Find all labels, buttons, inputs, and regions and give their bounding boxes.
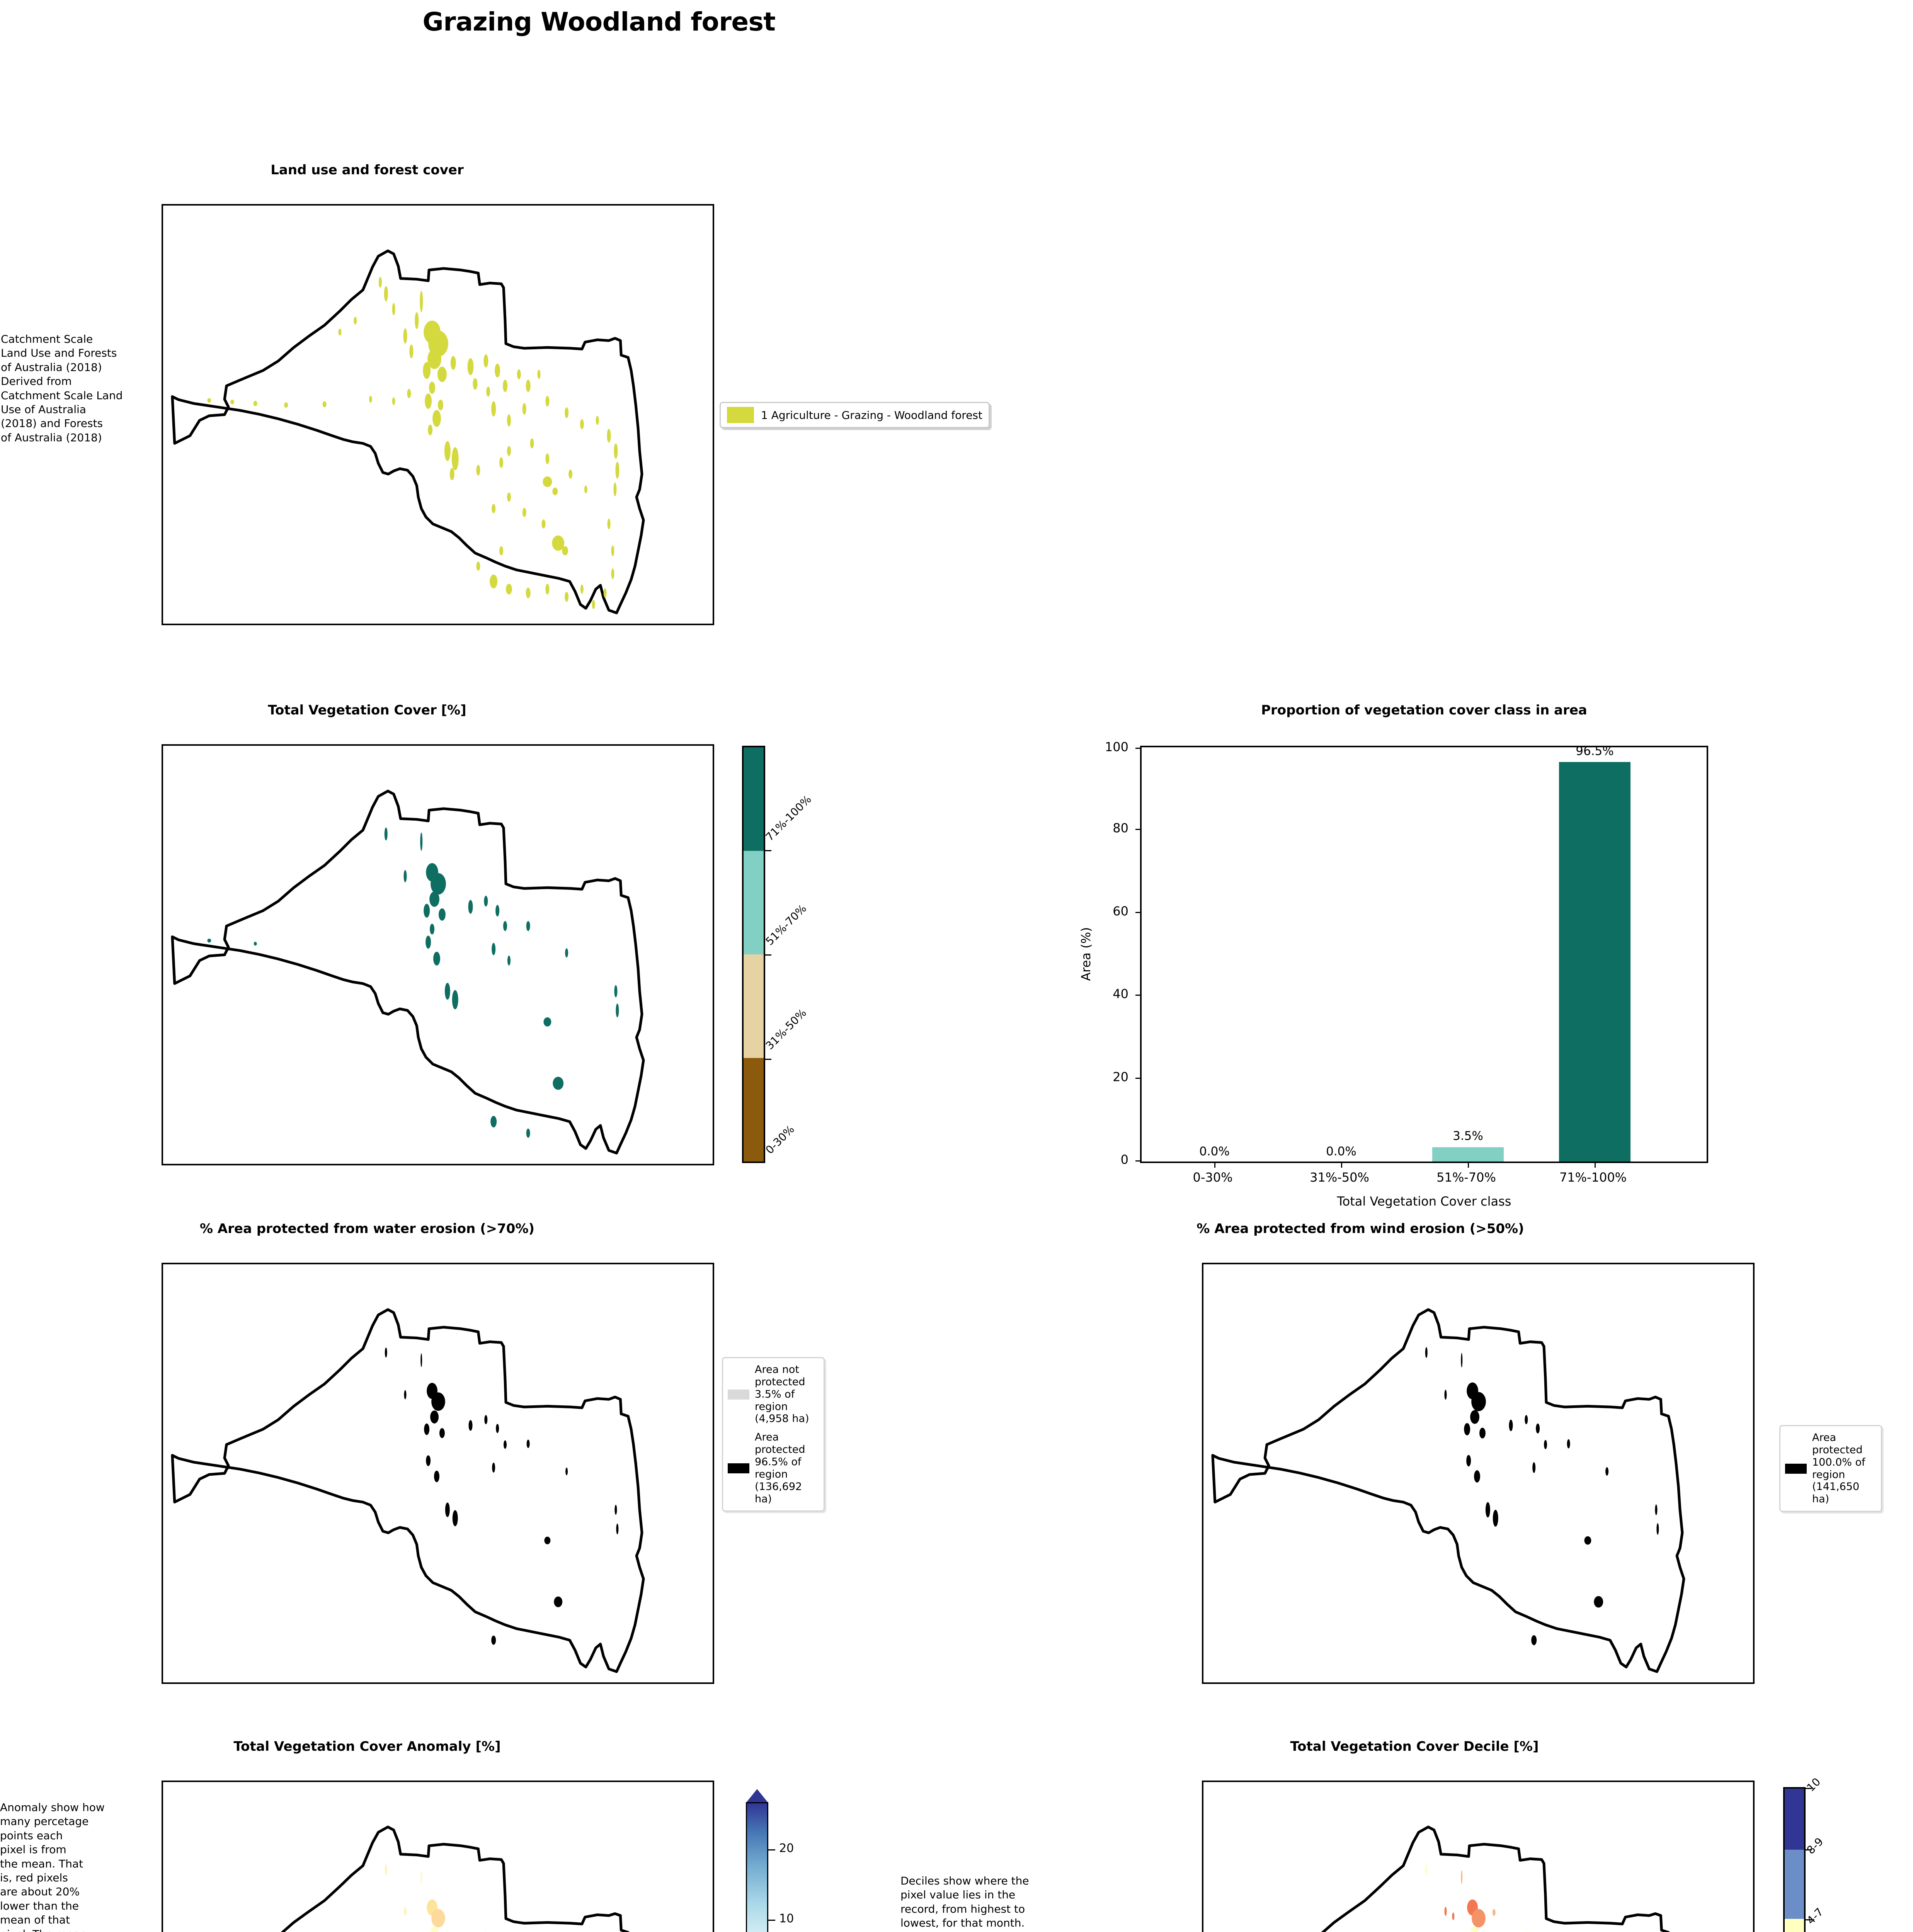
water-erosion-map[interactable] [162, 1263, 714, 1684]
decile-label-4-7: 4-7 [1804, 1905, 1826, 1927]
water-erosion-map-svg [171, 1308, 645, 1673]
wind-erosion-map-svg [1211, 1308, 1685, 1673]
barchart-x-axis-label: Total Vegetation Cover class [1337, 1194, 1511, 1209]
xtick-0 [1214, 1162, 1215, 1168]
xtick-label-71-100: 71%-100% [1559, 1170, 1627, 1185]
ytick-label-60: 60 [1113, 904, 1128, 918]
legend-row-protected-wind: Area protected 100.0% of region (141,650… [1785, 1432, 1876, 1505]
vegcover-cbar-tick-3 [765, 1059, 771, 1060]
bar-value-51-70: 3.5% [1453, 1129, 1483, 1143]
vegcover-map[interactable] [162, 744, 714, 1165]
legend-swatch-protected-wind [1785, 1463, 1807, 1474]
decile-colorbar [1783, 1787, 1806, 1932]
wind-erosion-map[interactable] [1202, 1263, 1755, 1684]
ytick-80 [1135, 829, 1142, 830]
anomaly-colorbar-cap [746, 1789, 768, 1803]
anomaly-map[interactable] [162, 1781, 714, 1932]
cbar-seg-51-70 [744, 851, 764, 954]
bar-value-71-100: 96.5% [1576, 744, 1614, 758]
legend-row-not-protected: Area not protected 3.5% of region (4,958… [728, 1364, 819, 1425]
anomaly-panel-title: Total Vegetation Cover Anomaly [%] [233, 1739, 501, 1754]
landuse-map-svg [171, 249, 645, 614]
vegcover-cbar-label-71-100: 71%-100% [763, 793, 814, 844]
anomaly-map-svg [281, 1825, 630, 1932]
ytick-label-40: 40 [1113, 986, 1128, 1001]
legend-label-protected: Area protected 96.5% of region (136,692 … [755, 1431, 805, 1505]
legend-row-protected: Area protected 96.5% of region (136,692 … [728, 1431, 819, 1505]
decile-label-8-9: 8-9 [1804, 1835, 1826, 1857]
vegcover-map-svg [171, 789, 645, 1155]
anomaly-tick-20 [768, 1849, 775, 1850]
vegcover-colorbar [742, 746, 765, 1163]
cbar-seg-0-30 [744, 1058, 764, 1162]
vegcover-cbar-label-31-50: 31%-50% [763, 1006, 809, 1052]
barchart-title: Proportion of vegetation cover class in … [1261, 702, 1587, 718]
ytick-label-20: 20 [1113, 1070, 1128, 1084]
decile-label-10: 10 [1804, 1775, 1823, 1794]
water-erosion-legend[interactable]: Area not protected 3.5% of region (4,958… [722, 1357, 825, 1512]
legend-swatch-not-protected [728, 1389, 749, 1400]
bar-51-70[interactable] [1432, 1147, 1504, 1162]
vegcover-panel-title: Total Vegetation Cover [%] [268, 702, 466, 718]
decile-seg-8-9 [1785, 1850, 1804, 1919]
vegcover-cbar-tick-1 [765, 850, 771, 851]
anomaly-label-20: 20 [779, 1842, 794, 1855]
vegcover-cbar-label-51-70: 51%-70% [763, 902, 809, 948]
ytick-60 [1135, 912, 1142, 913]
anomaly-colorbar-body [746, 1802, 768, 1932]
bar-value-0-30: 0.0% [1199, 1145, 1230, 1158]
landuse-legend[interactable]: 1 Agriculture - Grazing - Woodland fores… [720, 402, 990, 428]
decile-tick-4-7 [1806, 1919, 1812, 1920]
wind-erosion-panel-title: % Area protected from wind erosion (>50%… [1196, 1221, 1524, 1236]
xtick-label-0-30: 0-30% [1193, 1170, 1233, 1185]
water-erosion-panel-title: % Area protected from water erosion (>70… [199, 1221, 535, 1236]
legend-label-woodland-forest: 1 Agriculture - Grazing - Woodland fores… [761, 408, 982, 422]
barchart-plot-area: 0.0% 0.0% 3.5% 96.5% [1135, 744, 1708, 1168]
vegcover-cbar-label-0-30: 0-30% [763, 1122, 797, 1156]
decile-map[interactable] [1202, 1781, 1755, 1932]
decile-tick-10 [1806, 1788, 1812, 1789]
wind-erosion-legend[interactable]: Area protected 100.0% of region (141,650… [1779, 1425, 1882, 1512]
cbar-seg-31-50 [744, 954, 764, 1058]
ytick-40 [1135, 995, 1142, 996]
vegcover-cbar-tick-2 [765, 954, 771, 956]
bar-71-100[interactable] [1559, 762, 1630, 1162]
landuse-panel-title: Land use and forest cover [271, 162, 464, 178]
legend-label-protected-wind: Area protected 100.0% of region (141,650… [1812, 1432, 1865, 1505]
decile-seg-10 [1785, 1789, 1804, 1850]
bar-value-31-50: 0.0% [1326, 1145, 1356, 1158]
anomaly-tick-10 [768, 1920, 775, 1921]
ytick-100 [1135, 748, 1142, 749]
ytick-label-80: 80 [1113, 821, 1128, 835]
legend-swatch-woodland-forest [727, 407, 754, 423]
anomaly-label-10: 10 [779, 1912, 794, 1925]
xtick-label-31-50: 31%-50% [1310, 1170, 1369, 1185]
xtick-label-51-70: 51%-70% [1436, 1170, 1496, 1185]
xtick-3 [1595, 1162, 1596, 1168]
ytick-label-0: 0 [1120, 1152, 1128, 1167]
anomaly-colorbar: 20 10 0 −10 −20 [746, 1789, 794, 1932]
decile-tick-8-9 [1806, 1849, 1812, 1850]
landuse-note: Catchment Scale Land Use and Forests of … [1, 333, 123, 444]
decile-panel-title: Total Vegetation Cover Decile [%] [1290, 1739, 1539, 1754]
xtick-2 [1468, 1162, 1469, 1168]
ytick-0 [1135, 1160, 1142, 1162]
decile-note: Deciles show where the pixel value lies … [900, 1874, 1029, 1932]
legend-label-not-protected: Area not protected 3.5% of region (4,958… [755, 1364, 809, 1425]
ytick-label-100: 100 [1105, 740, 1128, 754]
decile-map-svg [1321, 1825, 1670, 1932]
landuse-map[interactable] [162, 204, 714, 625]
barchart-y-axis-label: Area (%) [1079, 927, 1093, 981]
legend-swatch-protected [728, 1463, 749, 1473]
anomaly-note: Anomaly show how many percetage points e… [0, 1801, 105, 1932]
barchart[interactable]: 0.0% 0.0% 3.5% 96.5% 0 20 40 60 80 100 0… [1079, 740, 1708, 1209]
page-title: Grazing Woodland forest [422, 7, 776, 37]
ytick-20 [1135, 1078, 1142, 1079]
cbar-seg-71-100 [744, 747, 764, 851]
xtick-1 [1341, 1162, 1342, 1168]
decile-seg-4-7 [1785, 1919, 1804, 1932]
